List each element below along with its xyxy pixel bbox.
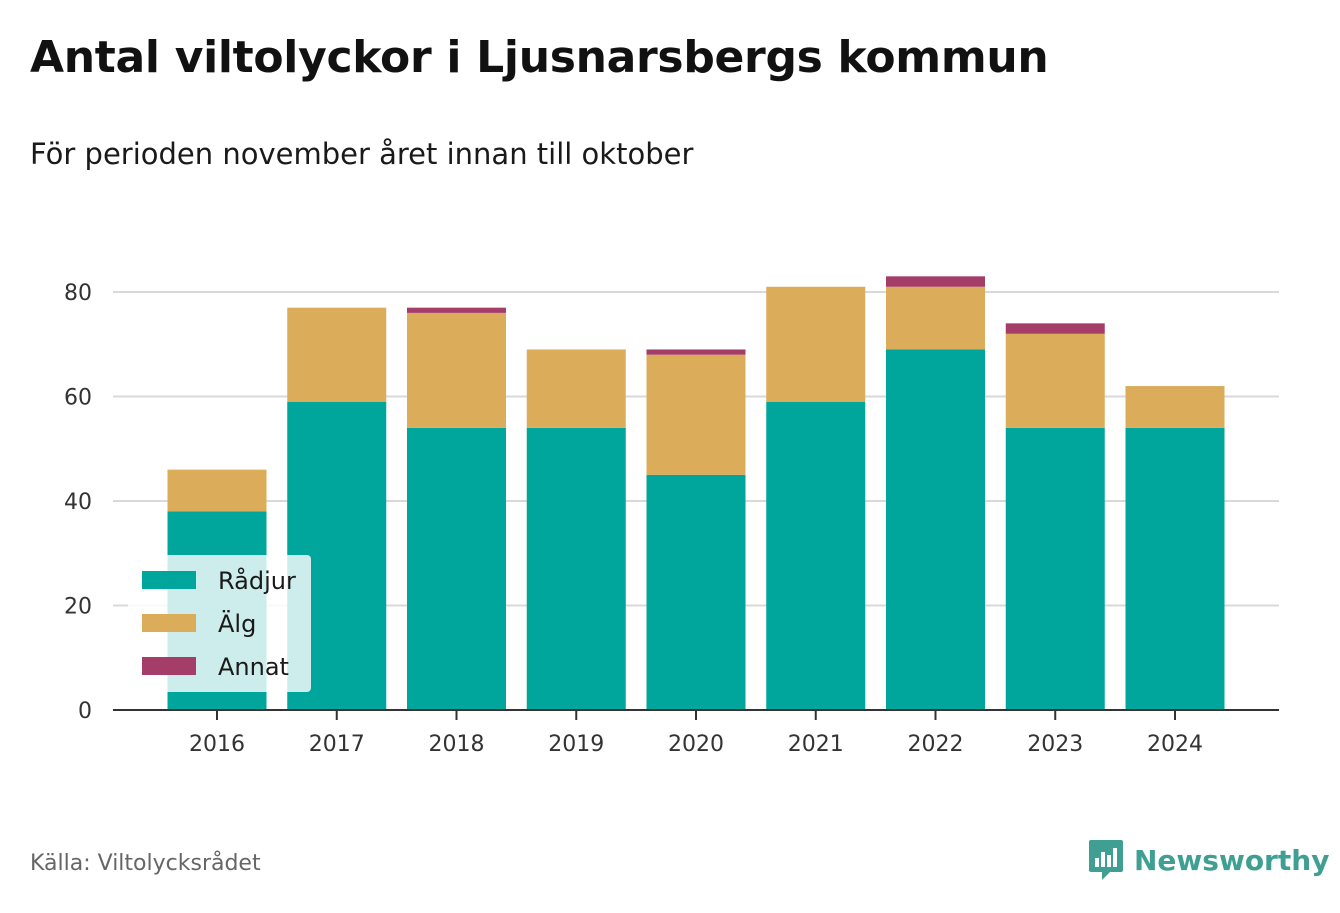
bar-segment	[886, 286, 985, 350]
legend-swatch	[142, 614, 196, 632]
bar-segment	[646, 354, 746, 475]
x-tick-label: 2018	[429, 732, 485, 757]
x-axis-ticks: 2016 2017 2018 2019 2020 2021 2022 2023 2024	[189, 710, 1203, 757]
bar-segment	[407, 312, 506, 428]
legend-label: Älg	[218, 609, 256, 638]
bar-segment	[766, 401, 866, 710]
x-tick-label: 2016	[189, 732, 245, 757]
bar-segment	[1005, 427, 1105, 710]
chart-title: Antal viltolyckor i Ljusnarsbergs kommun	[30, 32, 1049, 83]
legend-swatch	[142, 571, 196, 589]
y-tick-label: 60	[64, 386, 92, 411]
newsworthy-logo-icon	[1089, 840, 1123, 880]
x-tick-label: 2023	[1027, 732, 1083, 757]
x-tick-label: 2017	[309, 732, 365, 757]
y-tick-label: 80	[64, 281, 92, 306]
brand-name: Newsworthy	[1134, 843, 1330, 877]
bar-segment	[886, 349, 985, 710]
legend-label: Rådjur	[218, 566, 296, 595]
x-tick-label: 2024	[1147, 732, 1203, 757]
chart-subtitle: För perioden november året innan till ok…	[30, 137, 694, 171]
legend-swatch	[142, 657, 196, 675]
bar-segment	[886, 276, 985, 287]
bar-segment	[766, 286, 866, 402]
bar-segment	[287, 307, 387, 402]
bars	[167, 276, 1225, 710]
source-note: Källa: Viltolycksrådet	[30, 851, 261, 876]
bar-segment	[646, 474, 746, 710]
bar-segment	[1005, 333, 1105, 428]
bar-segment	[526, 427, 626, 710]
y-tick-label: 0	[78, 699, 92, 724]
bar-segment	[1005, 323, 1105, 334]
y-tick-label: 40	[64, 490, 92, 515]
x-tick-label: 2020	[668, 732, 724, 757]
bar-segment	[1125, 386, 1225, 428]
brand-logo: Newsworthy	[1088, 838, 1329, 882]
bar-segment	[1125, 427, 1225, 710]
y-axis-ticks: 0 20 40 60 80	[64, 281, 92, 724]
x-tick-label: 2019	[548, 732, 604, 757]
bar-segment	[407, 427, 506, 710]
bar-segment	[167, 469, 267, 512]
legend: Rådjur Älg Annat	[128, 555, 311, 692]
bar-segment	[646, 349, 746, 355]
legend-label: Annat	[218, 653, 289, 681]
y-tick-label: 20	[64, 595, 92, 620]
x-tick-label: 2022	[908, 732, 964, 757]
bar-segment	[526, 349, 626, 428]
x-tick-label: 2021	[788, 732, 844, 757]
bar-segment	[407, 307, 506, 313]
